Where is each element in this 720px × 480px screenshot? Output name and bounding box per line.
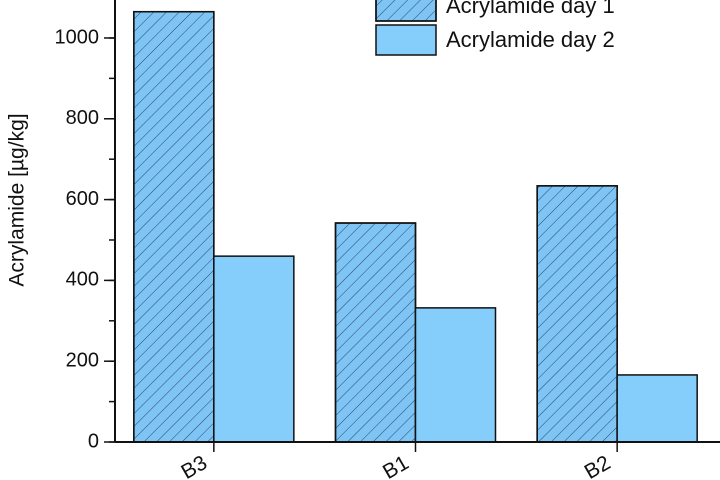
y-axis-label: Acrylamide [µg/kg] xyxy=(6,113,29,286)
bar-hatch xyxy=(536,185,618,443)
x-tick-label: B2 xyxy=(581,451,615,480)
legend-swatch-hatch xyxy=(375,0,437,22)
y-tick-label: 600 xyxy=(66,188,99,210)
bar xyxy=(213,255,295,443)
y-tick-label: 200 xyxy=(66,349,99,371)
bar-hatch xyxy=(133,10,215,443)
y-tick-label: 1000 xyxy=(55,26,100,48)
bar xyxy=(414,307,497,443)
legend-label: Acrylamide day 2 xyxy=(446,27,615,52)
y-tick-label: 0 xyxy=(88,430,99,452)
x-tick-label: B3 xyxy=(177,451,211,480)
y-tick-label: 400 xyxy=(66,269,99,291)
x-tick-label: B1 xyxy=(379,451,413,480)
bar xyxy=(616,374,698,443)
bar-hatch xyxy=(334,222,417,443)
y-tick-label: 800 xyxy=(66,107,99,129)
legend-label: Acrylamide day 1 xyxy=(446,0,615,18)
legend-swatch xyxy=(375,24,437,56)
